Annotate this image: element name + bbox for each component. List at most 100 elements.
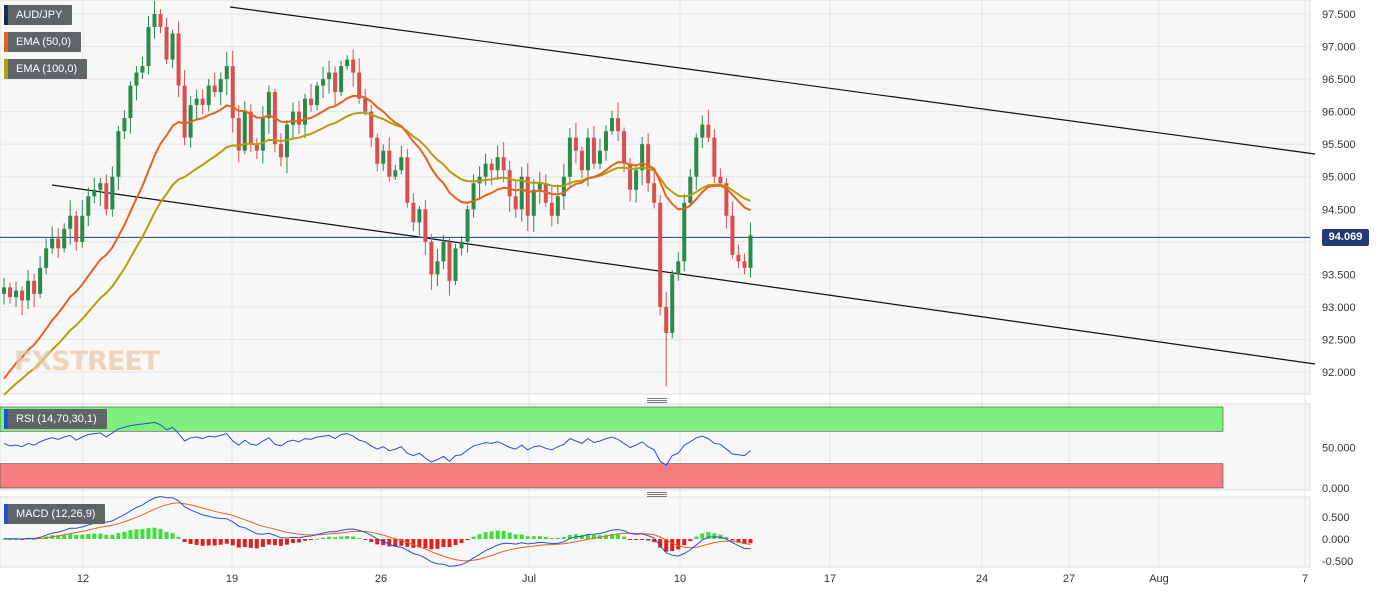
candle-body — [658, 202, 663, 307]
candle-body — [742, 261, 747, 268]
macd-histogram-bar — [387, 539, 392, 547]
x-tick-label: 17 — [824, 573, 836, 585]
macd-histogram-bar — [80, 534, 85, 539]
y-tick-label: 93.000 — [1322, 302, 1356, 314]
macd-histogram-bar — [549, 538, 554, 540]
y-tick-label: 92.500 — [1322, 334, 1356, 346]
macd-histogram-bar — [411, 539, 416, 548]
macd-y-tick-label: 0.000 — [1322, 534, 1350, 546]
macd-histogram-bar — [242, 539, 247, 548]
candle-body — [32, 280, 37, 294]
candle-body — [471, 183, 476, 210]
macd-histogram-bar — [200, 539, 205, 546]
candle-body — [579, 150, 584, 171]
candle-body — [242, 111, 247, 151]
ema-100-line — [3, 111, 751, 396]
candle-body — [309, 98, 314, 106]
candle-body — [441, 241, 446, 262]
macd-histogram-bar — [98, 533, 103, 539]
legend-ema100-swatch — [4, 59, 8, 79]
candle-body — [646, 144, 651, 184]
macd-histogram-bar — [682, 539, 687, 546]
x-tick-label: 7 — [1302, 573, 1308, 585]
macd-histogram-bar — [646, 539, 651, 541]
macd-histogram-bar — [164, 531, 169, 539]
candle-body — [68, 215, 73, 229]
candle-body — [465, 209, 470, 242]
macd-y-tick-label: 0.500 — [1322, 512, 1350, 524]
candle-body — [170, 33, 175, 60]
macd-histogram-bar — [447, 539, 452, 548]
candle-body — [50, 238, 55, 249]
macd-histogram-bar — [266, 539, 271, 545]
macd-histogram-bar — [272, 539, 277, 546]
candle-body — [634, 170, 639, 190]
pane-resize-handle-rsi[interactable] — [647, 398, 667, 403]
legend-ema50-swatch — [4, 32, 8, 52]
candle-body — [230, 66, 235, 119]
legend-symbol[interactable]: AUD/JPY — [4, 5, 73, 25]
candle-body — [549, 202, 554, 216]
macd-histogram-bar — [489, 531, 494, 539]
x-tick-label: 12 — [77, 573, 89, 585]
candle-body — [706, 124, 711, 138]
x-tick-label: Jul — [522, 573, 536, 585]
macd-histogram-bar — [658, 539, 663, 548]
macd-histogram-bar — [56, 535, 61, 539]
candle-body — [278, 144, 283, 158]
candle-body — [399, 157, 404, 171]
macd-line — [3, 495, 751, 567]
candle-body — [411, 202, 416, 223]
legend-macd[interactable]: MACD (12,26,9) — [4, 504, 106, 524]
x-tick-label: 24 — [976, 573, 988, 585]
macd-histogram-bar — [688, 539, 693, 542]
pane-resize-handle-macd[interactable] — [647, 492, 667, 497]
macd-histogram-bar — [303, 539, 307, 541]
candle-body — [351, 59, 356, 73]
x-tick-label: 10 — [674, 573, 686, 585]
candle-body — [110, 176, 115, 210]
macd-histogram-bar — [146, 528, 151, 539]
candle-body — [254, 144, 259, 151]
macd-histogram-bar — [128, 530, 133, 539]
macd-histogram-bar — [579, 534, 584, 539]
macd-histogram-bar — [345, 536, 350, 539]
macd-histogram-bar — [206, 539, 211, 546]
candle-body — [158, 14, 163, 28]
macd-histogram-bar — [321, 537, 326, 539]
y-tick-label: 96.500 — [1322, 74, 1356, 86]
macd-y-tick-label: -0.500 — [1322, 556, 1353, 568]
macd-histogram-bar — [700, 533, 705, 539]
candle-body — [604, 131, 608, 151]
macd-histogram-bar — [585, 534, 590, 539]
candle-body — [688, 176, 693, 203]
candle-body — [345, 59, 350, 67]
macd-histogram-bar — [465, 539, 470, 540]
candle-body — [381, 150, 386, 164]
macd-histogram-bar — [423, 539, 428, 549]
candle-body — [730, 215, 735, 255]
fxstreet-logo: FXSTREET — [14, 346, 160, 377]
candle-body — [357, 72, 362, 99]
macd-histogram-bar — [736, 539, 741, 543]
candle-body — [628, 163, 633, 190]
legend-macd-swatch — [4, 504, 8, 524]
macd-histogram-bar — [134, 529, 139, 539]
candle-body — [122, 118, 127, 132]
legend-ema50-label: EMA (50,0) — [16, 36, 72, 48]
macd-histogram-bar — [495, 530, 500, 539]
candle-body — [489, 163, 494, 171]
macd-histogram-bar — [712, 533, 717, 539]
legend-ema100[interactable]: EMA (100,0) — [4, 59, 88, 79]
macd-histogram-bar — [230, 539, 235, 546]
candle-body — [327, 72, 332, 80]
current-price-tag: 94.069 — [1322, 229, 1369, 246]
macd-histogram-bar — [501, 530, 506, 539]
legend-rsi[interactable]: RSI (14,70,30,1) — [4, 409, 107, 429]
candle-body — [573, 137, 578, 151]
candle-body — [616, 118, 621, 132]
legend-ema50[interactable]: EMA (50,0) — [4, 32, 82, 52]
rsi-oversold-zone — [0, 463, 1224, 489]
candle-body — [507, 170, 512, 197]
macd-histogram-bar — [333, 537, 338, 539]
